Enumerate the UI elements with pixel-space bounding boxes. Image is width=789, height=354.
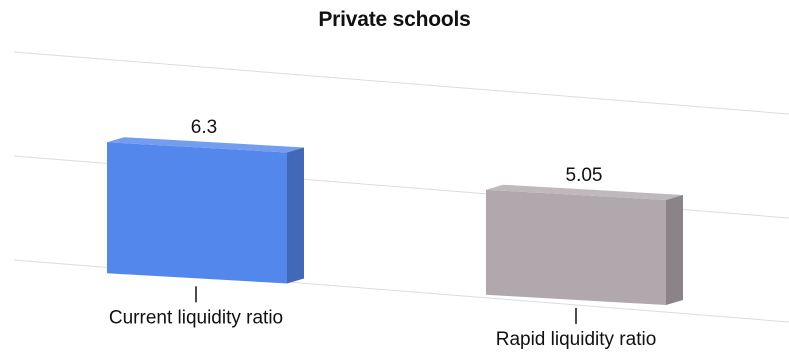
value-label: 5.05	[566, 165, 603, 186]
bar-1-top	[107, 137, 304, 153]
bar-1-front	[107, 142, 287, 284]
category-label: Current liquidity ratio	[109, 307, 283, 328]
gridline	[13, 51, 789, 115]
bars	[107, 137, 683, 306]
bar-2-front	[486, 189, 666, 306]
value-label: 6.3	[191, 117, 217, 138]
bar-1-side	[287, 147, 304, 284]
bar-2-side	[666, 194, 683, 306]
labels: 6.3 Current liquidity ratio 5.05 Rapid liqu…	[109, 117, 656, 350]
bar-2-top	[486, 184, 683, 200]
chart-title: Private schools	[318, 8, 471, 31]
category-label: Rapid liquidity ratio	[496, 329, 657, 350]
